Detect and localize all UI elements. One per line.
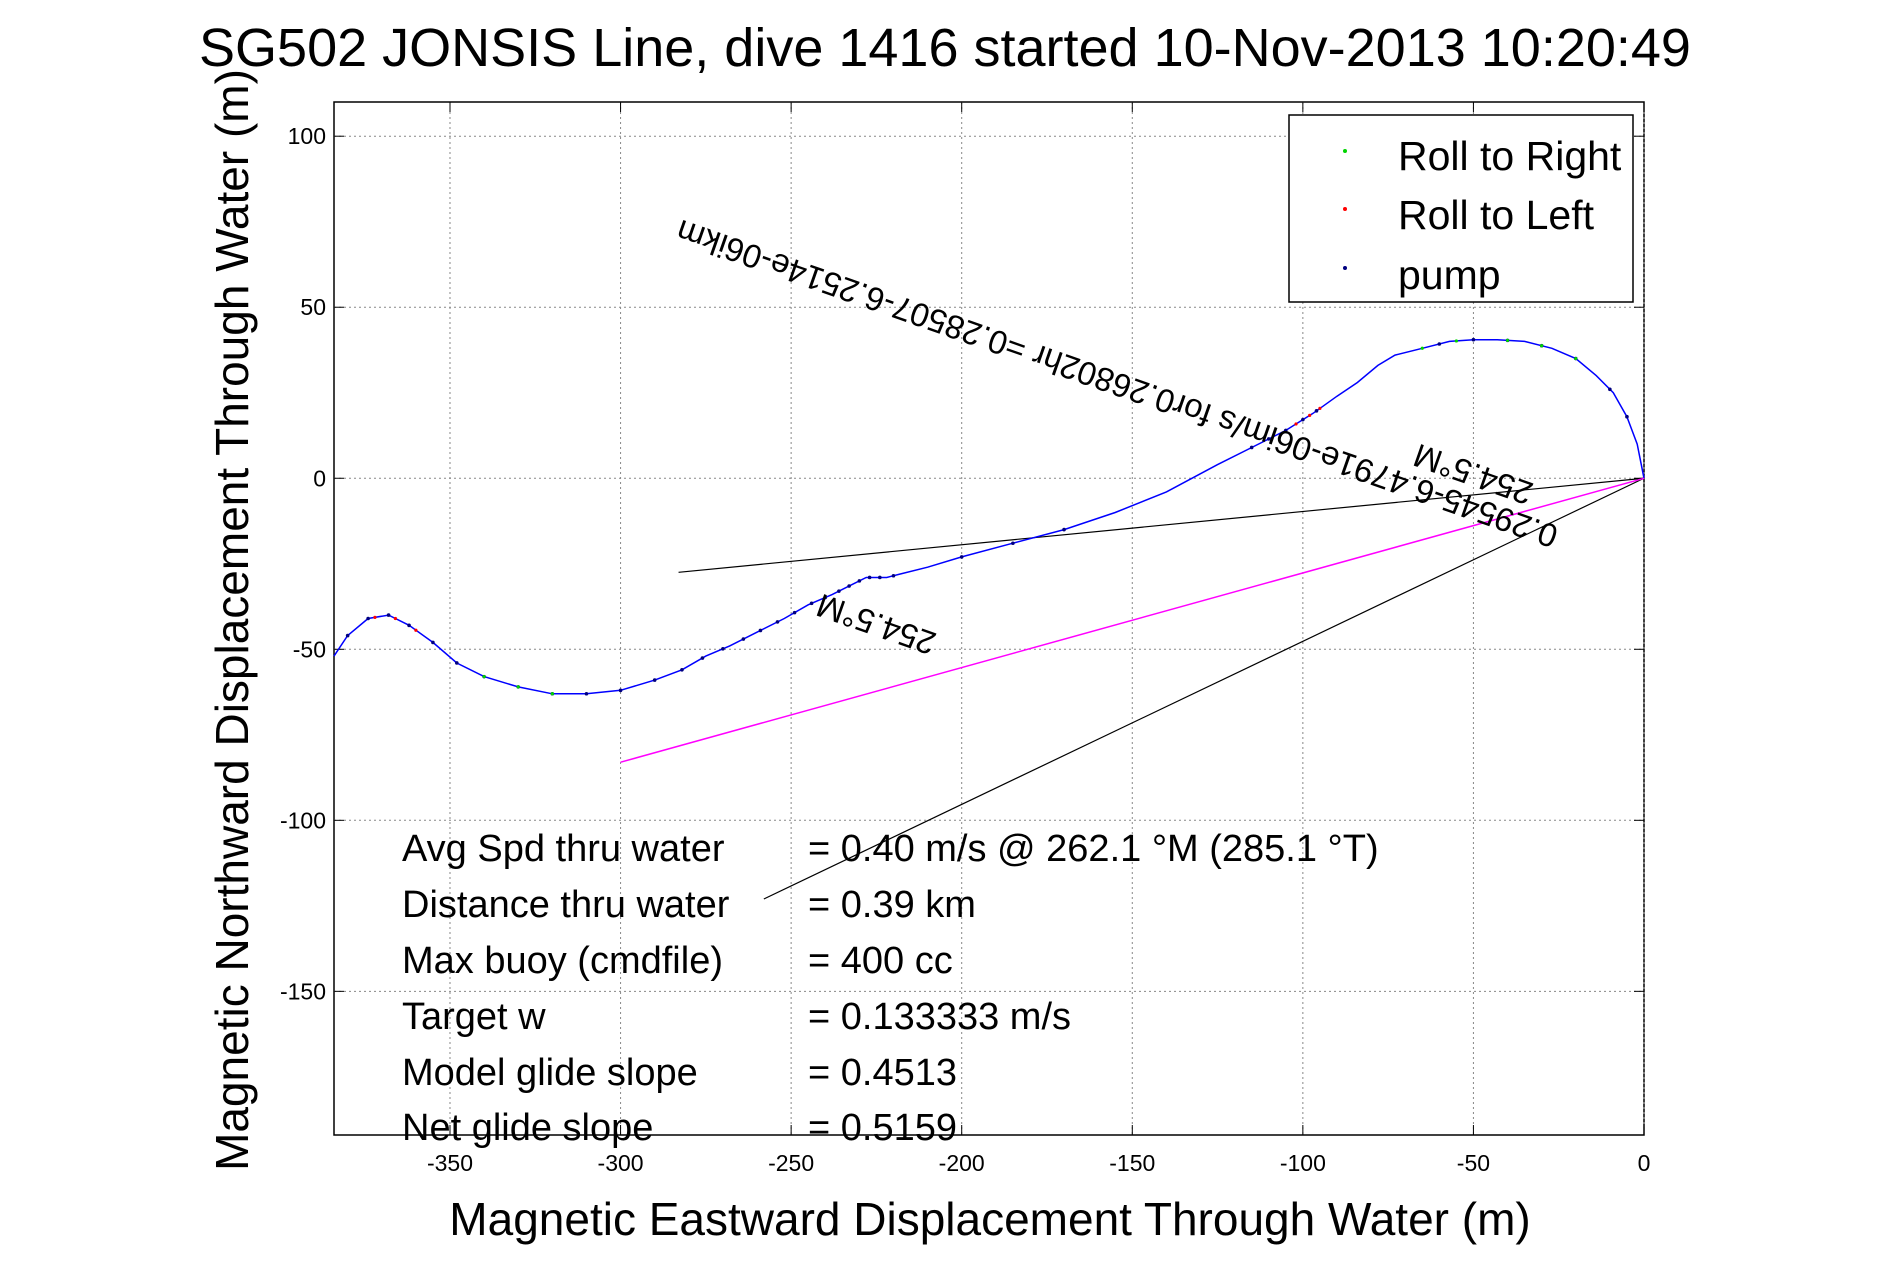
stat-label: Distance thru water bbox=[402, 884, 730, 926]
roll-right-marker bbox=[1505, 338, 1510, 342]
stat-value: = 400 cc bbox=[808, 940, 953, 982]
legend-marker bbox=[1343, 266, 1347, 270]
stat-label: Net glide slope bbox=[402, 1107, 653, 1149]
stat-label: Avg Spd thru water bbox=[402, 828, 725, 870]
roll-right-marker bbox=[1454, 339, 1458, 343]
roll-right-marker bbox=[1574, 356, 1578, 361]
pump-marker bbox=[345, 633, 350, 638]
pump-marker bbox=[1314, 409, 1319, 413]
pump-marker bbox=[1062, 527, 1066, 532]
marker-layer bbox=[345, 337, 1629, 696]
pump-marker bbox=[823, 595, 828, 600]
y-axis-label: Magnetic Northward Displacement Through … bbox=[206, 69, 258, 1171]
chart-title: SG502 JONSIS Line, dive 1416 started 10-… bbox=[199, 18, 1691, 78]
pump-marker bbox=[1301, 417, 1305, 422]
stat-value: = 0.40 m/s @ 262.1 °M (285.1 °T) bbox=[808, 828, 1379, 870]
x-tick-label: -350 bbox=[427, 1150, 473, 1176]
pump-marker bbox=[867, 575, 872, 580]
stat-value: = 0.4513 bbox=[808, 1052, 957, 1094]
roll-right-marker bbox=[1420, 346, 1424, 350]
roll-left-marker bbox=[414, 628, 418, 632]
y-tick-label: -150 bbox=[280, 978, 326, 1004]
legend-label: Roll to Left bbox=[1398, 192, 1595, 238]
pump-marker bbox=[847, 584, 851, 588]
legend-label: pump bbox=[1398, 252, 1501, 298]
pump-marker bbox=[837, 589, 841, 593]
roll-left-marker bbox=[1294, 422, 1298, 426]
pump-marker bbox=[792, 610, 797, 615]
x-axis-label: Magnetic Eastward Displacement Through W… bbox=[449, 1193, 1530, 1245]
pump-marker bbox=[741, 637, 746, 641]
roll-right-marker bbox=[1540, 344, 1544, 348]
roll-right-marker bbox=[550, 692, 554, 696]
pump-marker bbox=[758, 628, 763, 633]
x-tick-label: 0 bbox=[1638, 1150, 1651, 1176]
pump-marker bbox=[652, 678, 657, 682]
pump-marker bbox=[700, 656, 705, 660]
pump-marker bbox=[455, 661, 459, 665]
axis-ticks: -350 -300 -250 -200 -150 -100 -50 0 100 50 0 -50 -10… bbox=[280, 102, 1650, 1176]
reference-line bbox=[678, 477, 1645, 573]
x-tick-label: -100 bbox=[1280, 1150, 1326, 1176]
reference-lines bbox=[678, 477, 1645, 900]
series-line-magenta-line bbox=[620, 477, 1645, 763]
roll-left-marker bbox=[1308, 413, 1312, 418]
x-tick-label: -250 bbox=[768, 1150, 814, 1176]
stat-value: = 0.133333 m/s bbox=[808, 996, 1071, 1038]
y-tick-label: 50 bbox=[300, 294, 326, 320]
reference-line bbox=[763, 477, 1645, 900]
pump-marker bbox=[1437, 342, 1442, 346]
pump-marker bbox=[775, 620, 780, 624]
series-layer bbox=[333, 338, 1645, 763]
roll-left-marker bbox=[393, 616, 398, 621]
stat-label: Target w bbox=[402, 996, 546, 1038]
pump-marker bbox=[1266, 437, 1271, 441]
stats-block: Avg Spd thru water = 0.40 m/s @ 262.1 °M… bbox=[402, 828, 1379, 1149]
pump-marker bbox=[680, 668, 684, 672]
y-tick-label: 0 bbox=[313, 465, 326, 491]
pump-marker bbox=[366, 616, 370, 621]
x-tick-label: -300 bbox=[598, 1150, 644, 1176]
pump-marker bbox=[809, 601, 814, 606]
pump-marker bbox=[878, 575, 882, 580]
pump-marker bbox=[1011, 541, 1015, 546]
roll-left-marker bbox=[373, 615, 377, 619]
y-tick-label: -50 bbox=[293, 636, 326, 662]
pump-marker bbox=[1249, 445, 1254, 450]
x-tick-label: -150 bbox=[1109, 1150, 1155, 1176]
pump-marker bbox=[857, 579, 862, 583]
stat-value: = 0.39 km bbox=[808, 884, 976, 926]
pump-marker bbox=[386, 613, 391, 617]
roll-right-marker bbox=[516, 685, 520, 689]
pump-marker bbox=[1471, 337, 1476, 342]
stat-label: Model glide slope bbox=[402, 1052, 698, 1094]
pump-marker bbox=[584, 691, 589, 696]
pump-marker bbox=[618, 688, 623, 693]
pump-marker bbox=[1608, 387, 1612, 392]
roll-left-marker bbox=[1318, 406, 1322, 410]
stat-label: Max buoy (cmdfile) bbox=[402, 940, 723, 982]
stat-value: = 0.5159 bbox=[808, 1107, 957, 1149]
pump-marker bbox=[1625, 414, 1629, 419]
roll-right-marker bbox=[482, 675, 486, 679]
y-tick-label: 100 bbox=[288, 123, 326, 149]
x-tick-label: -50 bbox=[1457, 1150, 1490, 1176]
y-tick-label: -100 bbox=[280, 807, 326, 833]
pump-marker bbox=[431, 640, 435, 645]
pump-marker bbox=[959, 555, 964, 559]
pump-marker bbox=[1283, 428, 1288, 433]
series-line-track bbox=[333, 338, 1645, 695]
pump-marker bbox=[891, 573, 896, 578]
pump-marker bbox=[407, 623, 411, 628]
legend: Roll to Right Roll to Left pump bbox=[1288, 114, 1634, 303]
legend-marker bbox=[1343, 207, 1347, 211]
legend-label: Roll to Right bbox=[1398, 133, 1622, 179]
x-tick-label: -200 bbox=[939, 1150, 985, 1176]
legend-marker bbox=[1343, 149, 1347, 153]
pump-marker bbox=[721, 646, 725, 651]
